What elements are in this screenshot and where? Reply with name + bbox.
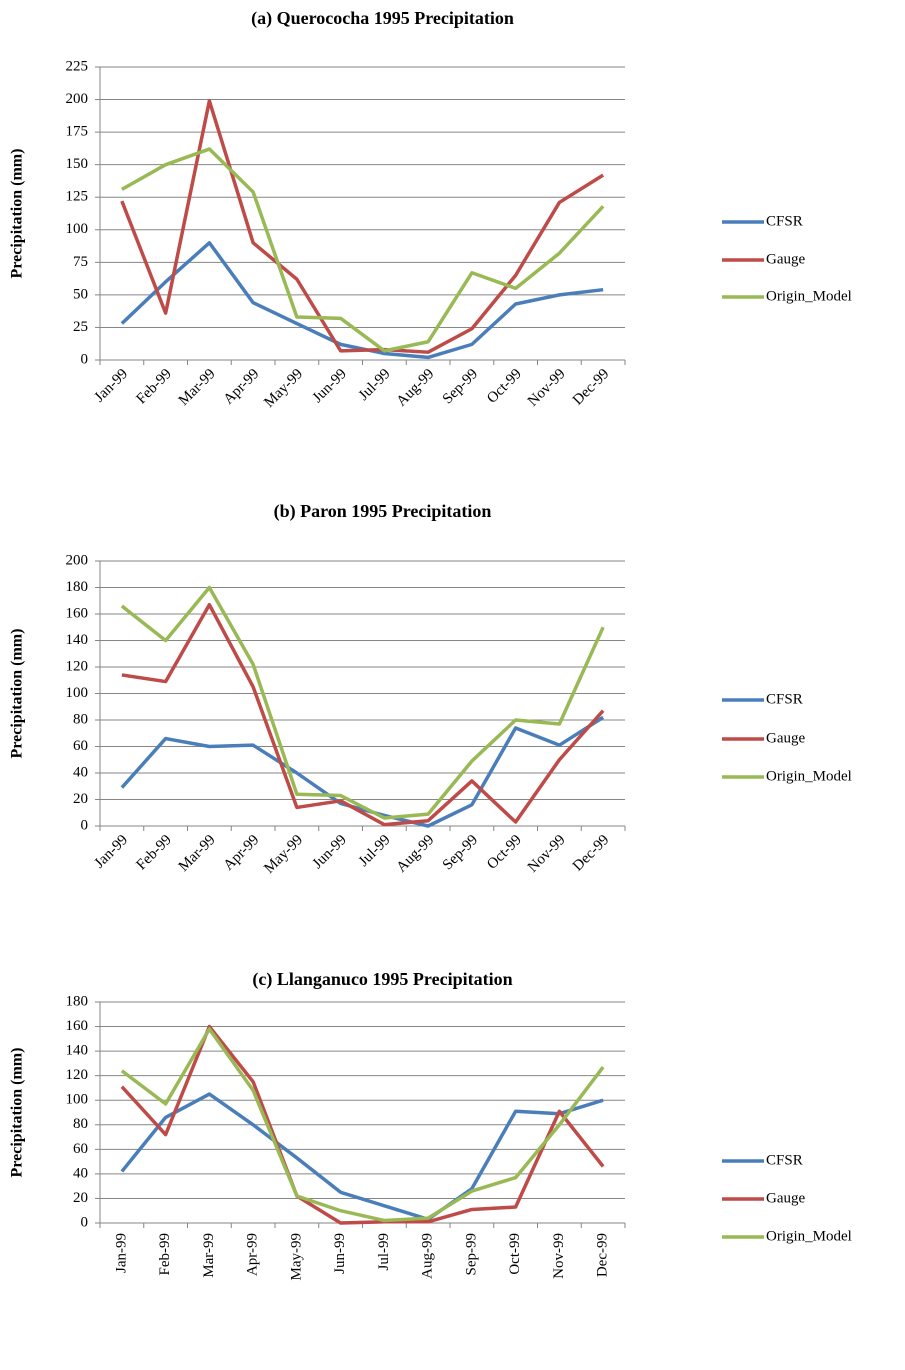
x-tick-label: Jun-99 bbox=[310, 366, 350, 406]
y-tick-label: 160 bbox=[66, 1018, 89, 1034]
x-tick-label: Feb-99 bbox=[134, 366, 175, 407]
legend-label: Gauge bbox=[766, 730, 805, 746]
x-tick-label: Feb-99 bbox=[134, 832, 175, 873]
x-tick-label: Apr-99 bbox=[221, 366, 263, 408]
y-tick-label: 175 bbox=[66, 124, 89, 140]
x-tick-label: Dec-99 bbox=[570, 366, 613, 409]
y-axis-label: Precipitation (mm) bbox=[9, 629, 26, 759]
x-tick-label: Feb-99 bbox=[157, 1233, 173, 1276]
x-tick-label: Jul-99 bbox=[356, 832, 394, 870]
legend-label: CFSR bbox=[766, 213, 803, 229]
x-tick-label: Dec-99 bbox=[570, 832, 613, 875]
x-tick-label: Jul-99 bbox=[376, 1233, 392, 1271]
y-tick-label: 0 bbox=[81, 817, 89, 833]
series-line bbox=[120, 241, 604, 360]
y-axis-label: Precipitation (mm) bbox=[9, 1048, 26, 1178]
legend-label: Gauge bbox=[766, 251, 805, 267]
x-tick-label: Jun-99 bbox=[310, 832, 350, 872]
x-tick-label: Nov-99 bbox=[525, 366, 569, 410]
series-line bbox=[120, 99, 605, 354]
legend-label: Origin_Model bbox=[766, 1228, 852, 1244]
x-tick-label: Mar-99 bbox=[201, 1233, 217, 1278]
y-tick-label: 80 bbox=[73, 711, 88, 727]
y-tick-label: 125 bbox=[66, 189, 89, 205]
legend-label: CFSR bbox=[766, 691, 803, 707]
x-tick-label: Aug-99 bbox=[420, 1233, 436, 1279]
x-tick-label: Nov-99 bbox=[551, 1233, 567, 1279]
x-tick-label: Oct-99 bbox=[484, 832, 525, 873]
x-tick-label: Jan-99 bbox=[92, 832, 132, 872]
y-tick-label: 100 bbox=[66, 1092, 89, 1108]
chart-title: (b) Paron 1995 Precipitation bbox=[274, 501, 492, 522]
series-line bbox=[121, 147, 605, 353]
x-tick-label: Sep-99 bbox=[440, 832, 481, 873]
legend-label: Origin_Model bbox=[766, 768, 852, 784]
y-tick-label: 150 bbox=[66, 156, 89, 172]
x-tick-label: Oct-99 bbox=[484, 366, 525, 407]
y-tick-label: 60 bbox=[73, 1141, 88, 1157]
y-tick-label: 200 bbox=[66, 91, 89, 107]
y-tick-label: 140 bbox=[66, 632, 89, 648]
y-tick-label: 80 bbox=[73, 1116, 88, 1132]
y-tick-label: 60 bbox=[73, 738, 88, 754]
series-line bbox=[120, 1027, 605, 1223]
x-tick-label: Jan-99 bbox=[113, 1233, 129, 1273]
x-tick-label: Apr-99 bbox=[245, 1233, 261, 1276]
y-tick-label: 40 bbox=[73, 1165, 88, 1181]
x-tick-label: Sep-99 bbox=[440, 366, 481, 407]
y-tick-label: 25 bbox=[73, 319, 88, 335]
y-tick-label: 100 bbox=[66, 221, 89, 237]
y-tick-label: 75 bbox=[73, 254, 88, 270]
x-tick-label: May-99 bbox=[261, 366, 306, 411]
y-tick-label: 100 bbox=[66, 685, 89, 701]
y-tick-label: 120 bbox=[66, 658, 89, 674]
chart-title: (a) Querococha 1995 Precipitation bbox=[251, 8, 514, 29]
y-tick-label: 200 bbox=[66, 552, 89, 568]
x-tick-label: Jul-99 bbox=[356, 366, 394, 404]
x-tick-label: Sep-99 bbox=[463, 1233, 479, 1276]
y-tick-label: 180 bbox=[66, 993, 89, 1009]
x-tick-label: Jan-99 bbox=[92, 366, 132, 406]
y-tick-label: 20 bbox=[73, 791, 88, 807]
x-tick-label: Jun-99 bbox=[332, 1233, 348, 1274]
x-tick-label: Nov-99 bbox=[525, 832, 569, 876]
x-tick-label: Apr-99 bbox=[221, 832, 263, 874]
y-tick-label: 140 bbox=[66, 1043, 89, 1059]
x-tick-label: Mar-99 bbox=[176, 832, 219, 875]
series-line bbox=[120, 1092, 604, 1222]
y-tick-label: 120 bbox=[66, 1067, 89, 1083]
legend-label: Gauge bbox=[766, 1190, 805, 1206]
series-line bbox=[120, 715, 605, 828]
x-tick-label: Aug-99 bbox=[394, 832, 438, 876]
x-tick-label: Mar-99 bbox=[176, 366, 219, 409]
x-tick-label: May-99 bbox=[288, 1233, 304, 1281]
series-line bbox=[121, 602, 605, 827]
x-tick-label: Oct-99 bbox=[507, 1233, 523, 1275]
y-tick-label: 0 bbox=[81, 1214, 89, 1230]
series-line bbox=[120, 585, 605, 820]
y-axis-label: Precipitation (mm) bbox=[9, 149, 26, 279]
legend-label: Origin_Model bbox=[766, 288, 852, 304]
y-tick-label: 160 bbox=[66, 605, 89, 621]
x-tick-label: Aug-99 bbox=[394, 366, 438, 410]
legend-label: CFSR bbox=[766, 1152, 803, 1168]
y-tick-label: 50 bbox=[73, 286, 88, 302]
y-tick-label: 0 bbox=[81, 351, 89, 367]
x-tick-label: May-99 bbox=[261, 832, 306, 877]
x-tick-label: Dec-99 bbox=[595, 1233, 611, 1277]
y-tick-label: 40 bbox=[73, 764, 88, 780]
chart-title: (c) Llanganuco 1995 Precipitation bbox=[252, 969, 512, 990]
y-tick-label: 180 bbox=[66, 579, 89, 595]
y-tick-label: 225 bbox=[66, 58, 89, 74]
y-tick-label: 20 bbox=[73, 1190, 88, 1206]
